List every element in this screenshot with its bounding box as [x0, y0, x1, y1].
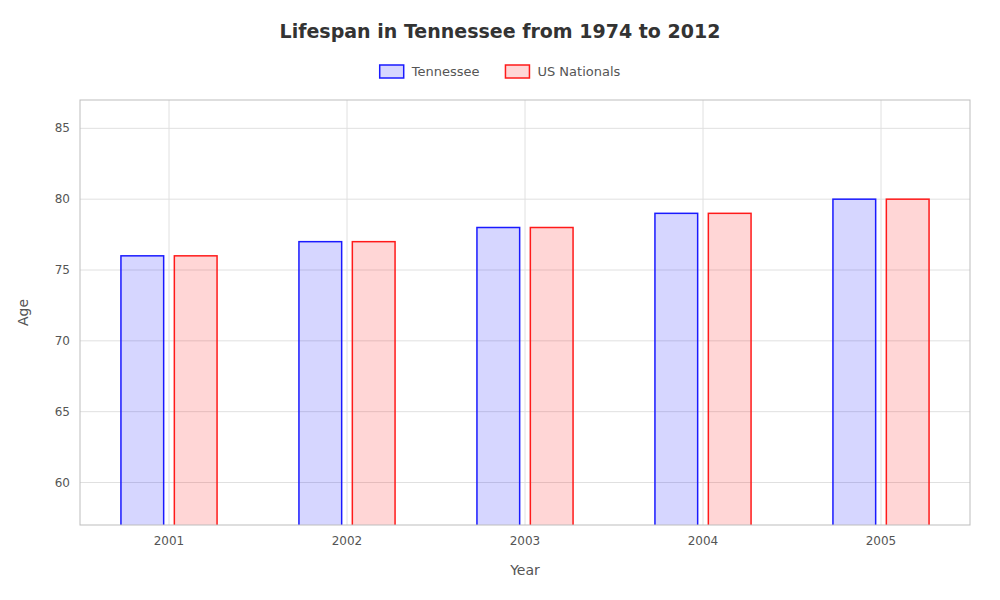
bar [299, 242, 342, 525]
legend-item: Tennessee [380, 64, 480, 79]
legend-label: Tennessee [411, 64, 480, 79]
series-bars [174, 199, 929, 525]
x-grid-line [703, 100, 704, 525]
chart-container: Lifespan in Tennessee from 1974 to 2012 6… [0, 0, 1000, 600]
bar [477, 228, 520, 526]
x-tick-label: 2004 [688, 534, 719, 548]
legend-item: US Nationals [505, 64, 620, 79]
bar [352, 242, 395, 525]
legend: Tennessee US Nationals [380, 64, 621, 79]
bars [121, 199, 929, 525]
bar [708, 213, 751, 525]
x-grid-line [347, 100, 348, 525]
chart-svg: Lifespan in Tennessee from 1974 to 2012 6… [0, 0, 1000, 600]
x-tick-label: 2005 [866, 534, 897, 548]
x-grid-line [525, 100, 526, 525]
y-tick-label: 85 [55, 121, 70, 135]
x-tick-label: 2002 [332, 534, 363, 548]
y-axis-label: Age [15, 299, 31, 326]
legend-swatch [505, 65, 529, 78]
bar [886, 199, 929, 525]
x-grid-line [881, 100, 882, 525]
legend-label: US Nationals [537, 64, 620, 79]
plot-frame [80, 100, 970, 525]
y-tick-label: 70 [55, 334, 70, 348]
bar [530, 228, 573, 526]
bar [833, 199, 876, 525]
bar [174, 256, 217, 525]
y-tick-label: 75 [55, 263, 70, 277]
legend-swatch [380, 65, 404, 78]
y-tick-label: 60 [55, 476, 70, 490]
y-axis: 60 65 70 75 80 85 [55, 121, 70, 489]
y-tick-label: 65 [55, 405, 70, 419]
series-bars [121, 199, 876, 525]
title: Lifespan in Tennessee from 1974 to 2012 [280, 20, 721, 42]
x-tick-label: 2001 [154, 534, 185, 548]
x-grid-line [169, 100, 170, 525]
x-tick-label: 2003 [510, 534, 541, 548]
x-axis-label: Year [509, 562, 540, 578]
bar [655, 213, 698, 525]
bar [121, 256, 164, 525]
x-axis: 2001 2002 2003 2004 2005 [154, 534, 897, 548]
y-tick-label: 80 [55, 192, 70, 206]
